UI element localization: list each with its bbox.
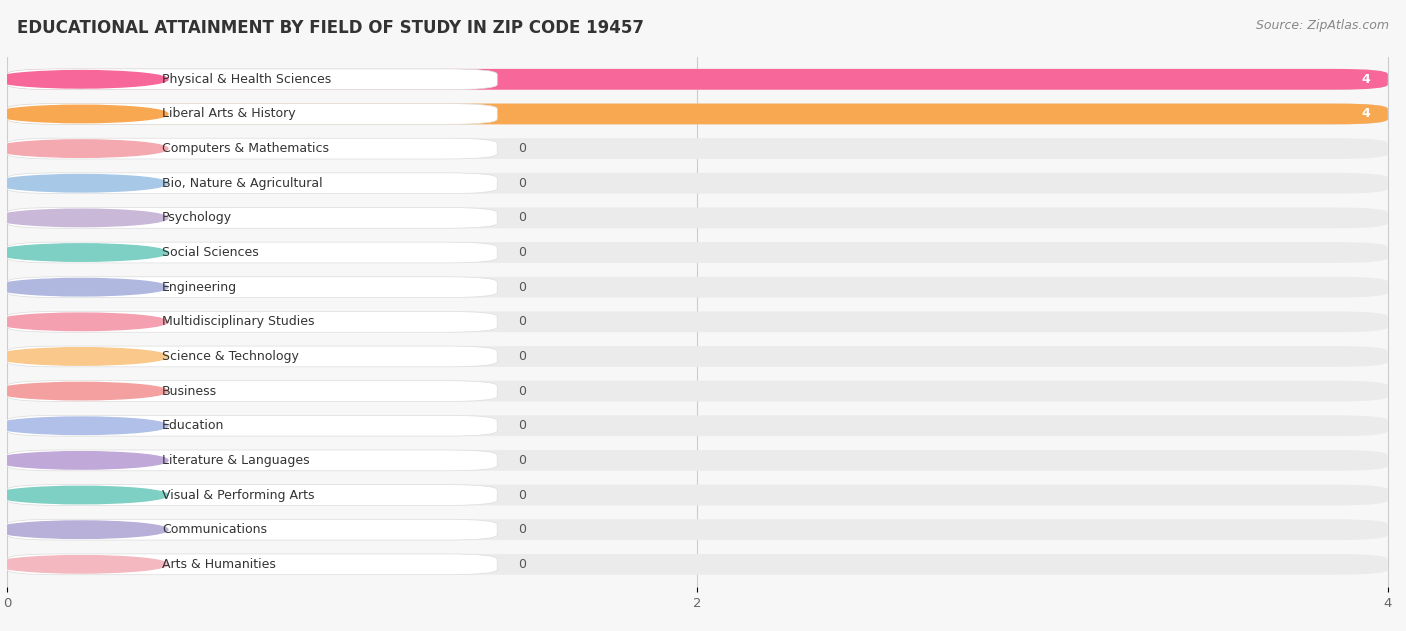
Text: 0: 0: [517, 558, 526, 571]
FancyBboxPatch shape: [7, 380, 498, 401]
FancyBboxPatch shape: [7, 519, 1388, 540]
Circle shape: [0, 487, 167, 504]
Text: Arts & Humanities: Arts & Humanities: [162, 558, 276, 571]
FancyBboxPatch shape: [7, 554, 498, 575]
Text: Engineering: Engineering: [162, 281, 238, 293]
Circle shape: [0, 313, 167, 331]
Text: 0: 0: [517, 177, 526, 190]
FancyBboxPatch shape: [7, 103, 1388, 124]
FancyBboxPatch shape: [7, 242, 1388, 263]
Text: 0: 0: [517, 211, 526, 225]
Text: Physical & Health Sciences: Physical & Health Sciences: [162, 73, 330, 86]
FancyBboxPatch shape: [7, 415, 1388, 436]
Circle shape: [0, 244, 167, 261]
Text: Bio, Nature & Agricultural: Bio, Nature & Agricultural: [162, 177, 322, 190]
FancyBboxPatch shape: [7, 380, 1388, 401]
Text: Education: Education: [162, 419, 224, 432]
Text: Science & Technology: Science & Technology: [162, 350, 298, 363]
FancyBboxPatch shape: [7, 312, 1388, 332]
Text: 0: 0: [517, 350, 526, 363]
FancyBboxPatch shape: [7, 346, 498, 367]
Text: 0: 0: [517, 316, 526, 328]
FancyBboxPatch shape: [7, 450, 498, 471]
FancyBboxPatch shape: [7, 312, 498, 332]
FancyBboxPatch shape: [7, 173, 498, 194]
Text: 0: 0: [517, 142, 526, 155]
FancyBboxPatch shape: [7, 208, 498, 228]
FancyBboxPatch shape: [7, 242, 498, 263]
FancyBboxPatch shape: [7, 519, 498, 540]
Text: Literature & Languages: Literature & Languages: [162, 454, 309, 467]
Circle shape: [0, 71, 167, 88]
FancyBboxPatch shape: [7, 485, 1388, 505]
Text: 4: 4: [1362, 73, 1371, 86]
Text: 0: 0: [517, 281, 526, 293]
Circle shape: [0, 555, 167, 573]
FancyBboxPatch shape: [7, 69, 498, 90]
FancyBboxPatch shape: [7, 103, 498, 124]
FancyBboxPatch shape: [7, 485, 498, 505]
Circle shape: [0, 348, 167, 365]
FancyBboxPatch shape: [7, 346, 1388, 367]
FancyBboxPatch shape: [7, 450, 1388, 471]
Text: 0: 0: [517, 419, 526, 432]
Text: Visual & Performing Arts: Visual & Performing Arts: [162, 488, 315, 502]
Text: 0: 0: [517, 454, 526, 467]
FancyBboxPatch shape: [7, 103, 1388, 124]
FancyBboxPatch shape: [7, 69, 1388, 90]
Circle shape: [0, 382, 167, 400]
FancyBboxPatch shape: [7, 138, 1388, 159]
FancyBboxPatch shape: [7, 138, 498, 159]
Text: 0: 0: [517, 385, 526, 398]
FancyBboxPatch shape: [7, 69, 1388, 90]
Text: 0: 0: [517, 488, 526, 502]
Circle shape: [0, 105, 167, 122]
Text: Source: ZipAtlas.com: Source: ZipAtlas.com: [1256, 19, 1389, 32]
FancyBboxPatch shape: [7, 415, 498, 436]
Text: EDUCATIONAL ATTAINMENT BY FIELD OF STUDY IN ZIP CODE 19457: EDUCATIONAL ATTAINMENT BY FIELD OF STUDY…: [17, 19, 644, 37]
Circle shape: [0, 175, 167, 192]
Circle shape: [0, 452, 167, 469]
FancyBboxPatch shape: [7, 173, 1388, 194]
Text: Liberal Arts & History: Liberal Arts & History: [162, 107, 295, 121]
Text: Communications: Communications: [162, 523, 267, 536]
FancyBboxPatch shape: [7, 277, 1388, 298]
Text: Social Sciences: Social Sciences: [162, 246, 259, 259]
FancyBboxPatch shape: [7, 554, 1388, 575]
Circle shape: [0, 209, 167, 227]
Circle shape: [0, 417, 167, 435]
Circle shape: [0, 521, 167, 538]
Text: Computers & Mathematics: Computers & Mathematics: [162, 142, 329, 155]
Text: 4: 4: [1362, 107, 1371, 121]
Circle shape: [0, 278, 167, 296]
Text: Multidisciplinary Studies: Multidisciplinary Studies: [162, 316, 315, 328]
Text: 0: 0: [517, 523, 526, 536]
FancyBboxPatch shape: [7, 208, 1388, 228]
FancyBboxPatch shape: [7, 277, 498, 298]
Text: Business: Business: [162, 385, 217, 398]
Circle shape: [0, 140, 167, 157]
Text: 0: 0: [517, 246, 526, 259]
Text: Psychology: Psychology: [162, 211, 232, 225]
